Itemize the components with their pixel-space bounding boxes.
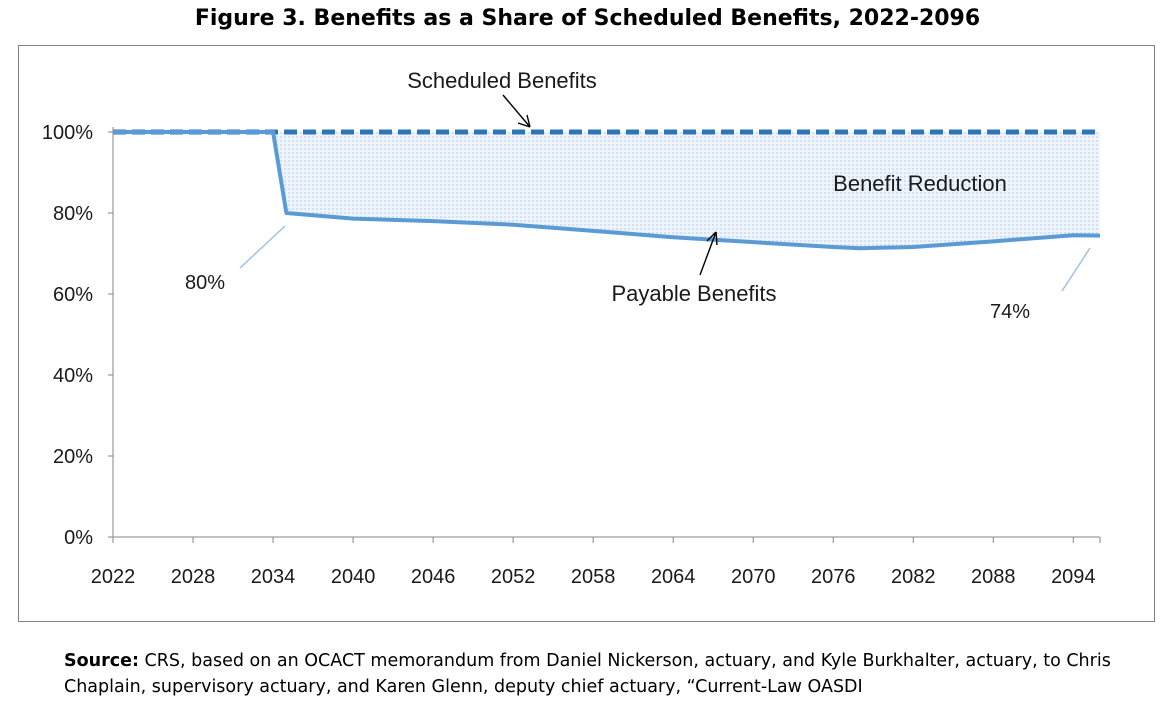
end-leader-line [1061,247,1091,292]
chart-frame [18,45,1155,622]
x-tick-label: 2094 [1051,566,1096,588]
scheduled-arrow-line [502,94,531,128]
source-label: Source: [64,651,139,671]
benefit-reduction-label: Benefit Reduction [833,171,1007,196]
x-tick-label: 2028 [171,566,216,588]
scheduled-arrowhead [517,114,531,128]
start-value-label: 80% [185,272,225,294]
x-tick-label: 2046 [411,566,456,588]
end-value-label: 74% [990,301,1030,323]
payable-arrowhead [706,231,718,246]
source-note: Source: CRS, based on an OCACT memorandu… [64,648,1164,700]
benefits-line-chart: 0% 20% 40% 60% 80% 100% 2022 2028 2034 2040 2046 20… [42,68,1101,588]
x-tick-label: 2034 [251,566,296,588]
x-tick-label: 2052 [491,566,536,588]
y-tick-label: 60% [53,284,93,306]
start-leader-line [239,225,286,269]
payable-arrow-line [699,231,717,276]
x-tick-label: 2058 [571,566,616,588]
x-tick-label: 2082 [891,566,936,588]
x-tick-label: 2070 [731,566,776,588]
scheduled-benefits-label: Scheduled Benefits [407,68,597,93]
x-tick-label: 2064 [651,566,696,588]
y-tick-label: 20% [53,446,93,468]
y-tick-label: 40% [53,365,93,387]
x-tick-label: 2088 [971,566,1016,588]
y-tick-label: 80% [53,203,93,225]
benefit-reduction-area [113,132,1100,249]
payable-benefits-line [113,130,1101,251]
y-tick-label: 0% [64,527,93,549]
figure-title: Figure 3. Benefits as a Share of Schedul… [194,6,981,31]
source-text: CRS, based on an OCACT memorandum from D… [64,651,1111,697]
x-tick-label: 2040 [331,566,376,588]
payable-benefits-label: Payable Benefits [611,281,776,306]
x-tick-label: 2076 [811,566,856,588]
x-tick-label: 2022 [91,566,136,588]
y-tick-label: 100% [42,122,93,144]
